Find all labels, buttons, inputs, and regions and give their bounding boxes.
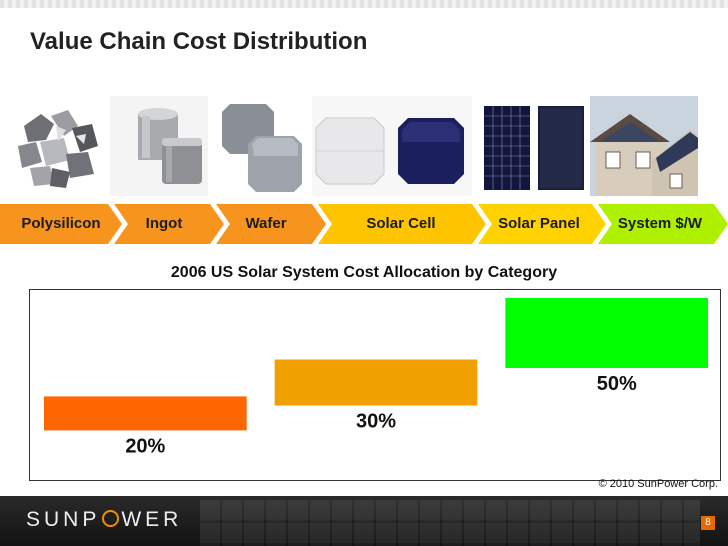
page-number: 8 — [701, 516, 715, 530]
chart-area: 20% 30% 50% — [29, 289, 721, 481]
solar-panels-image — [478, 96, 590, 196]
copyright-text: © 2010 SunPower Corp. — [598, 478, 718, 490]
chevron-solar-cell — [318, 204, 486, 244]
logo-text-start: SUNP — [26, 508, 101, 531]
chevron-polysilicon — [0, 204, 122, 244]
chevron-system — [598, 204, 728, 244]
footer-solar-cell-pattern — [200, 500, 700, 546]
silicon-wafers-image — [214, 96, 310, 196]
cost-label-2: 30% — [356, 411, 396, 433]
logo-sun-icon — [102, 510, 120, 527]
cost-bar-1 — [44, 396, 247, 431]
stage-label-solar-cell: Solar Cell — [366, 215, 436, 232]
chevron-solar-panel — [478, 204, 606, 244]
stage-label-solar-panel: Solar Panel — [498, 215, 580, 232]
cost-bar-2 — [274, 359, 478, 406]
cost-allocation-chart: 20% 30% 50% — [44, 298, 708, 457]
footer-bar — [0, 496, 728, 546]
chevron-ingot — [114, 204, 224, 244]
value-chain-chevrons — [0, 204, 728, 244]
solar-cells-image — [312, 96, 472, 196]
cost-label-3: 50% — [597, 373, 637, 395]
house-with-solar-image — [590, 96, 698, 196]
chevron-wafer — [216, 204, 326, 244]
stage-label-system: System $/W — [617, 215, 703, 232]
slide-title: Value Chain Cost Distribution — [30, 28, 368, 55]
stage-label-polysilicon: Polysilicon — [21, 215, 101, 232]
sunpower-logo: SUNP WER — [26, 508, 182, 532]
logo-text-end: WER — [121, 508, 183, 531]
polysilicon-chunks-image — [6, 96, 106, 196]
stage-label-ingot: Ingot — [145, 215, 183, 232]
top-decorative-bar — [0, 0, 728, 8]
cost-label-1: 20% — [125, 435, 165, 457]
stage-label-wafer: Wafer — [245, 215, 287, 232]
cost-bar-3 — [505, 298, 708, 368]
chart-title: 2006 US Solar System Cost Allocation by … — [170, 264, 558, 281]
silicon-ingots-image — [110, 96, 208, 196]
